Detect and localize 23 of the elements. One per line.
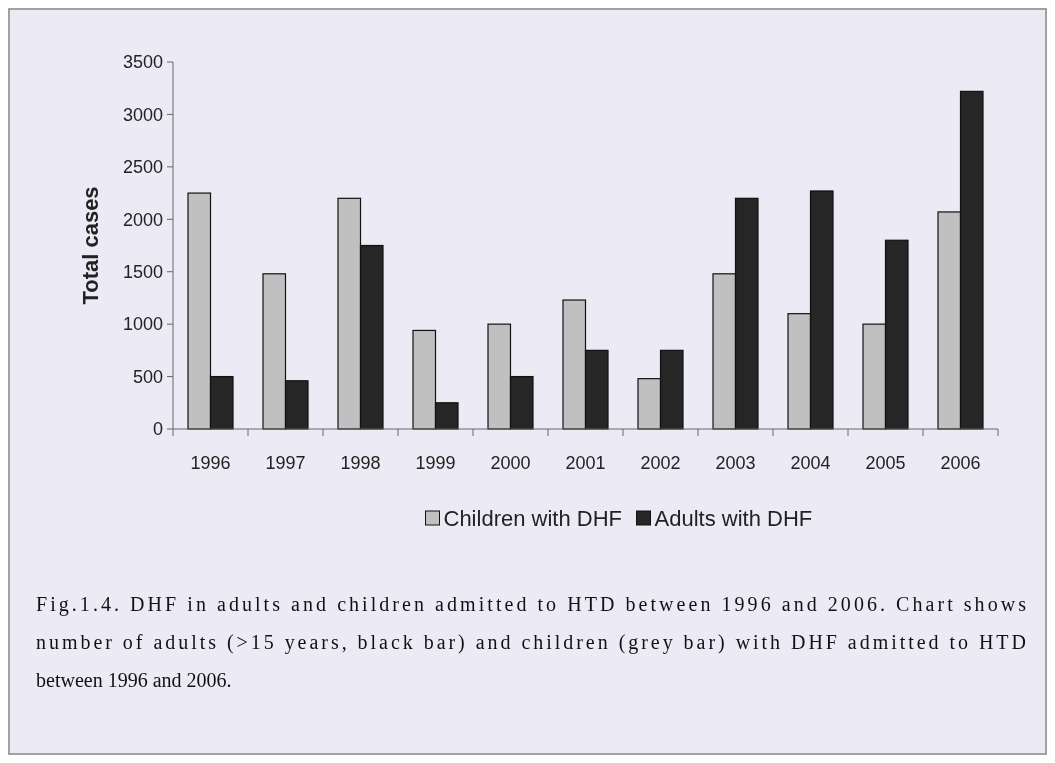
y-tick-label: 1500	[122, 262, 163, 283]
y-tick-label: 0	[152, 419, 163, 440]
x-tick-label: 2001	[565, 453, 606, 473]
y-tick-label: 3500	[122, 52, 163, 73]
y-tick-label: 2500	[122, 157, 163, 178]
y-tick-label: 2000	[122, 209, 163, 230]
x-tick-label: 2002	[640, 453, 681, 473]
x-tick-label: 2003	[715, 453, 756, 473]
legend-label: Adults with DHF	[654, 505, 813, 531]
x-tick-label: 2004	[790, 453, 831, 473]
x-tick-label: 1998	[340, 453, 381, 473]
x-tick-label: 2000	[490, 453, 531, 473]
y-tick-label: 1000	[122, 314, 163, 335]
x-tick-label: 2006	[940, 453, 981, 473]
y-tick-label: 3000	[122, 104, 163, 125]
x-tick-label: 2005	[865, 453, 906, 473]
x-tick-label: 1996	[190, 453, 231, 473]
y-tick-label: 500	[132, 366, 163, 387]
x-tick-label: 1999	[415, 453, 456, 473]
caption: Fig.1.4. DHF in adults and children admitted to HTD between 1996 and 2006. Chart shows number of adults (>15 years, black bar) and children (grey bar) with DHF admitted to HTD between 1996 and 2006.	[36, 593, 1027, 691]
y-axis-title: Total cases	[78, 186, 103, 305]
x-tick-label: 1997	[265, 453, 306, 473]
legend-label: Children with DHF	[443, 505, 622, 531]
